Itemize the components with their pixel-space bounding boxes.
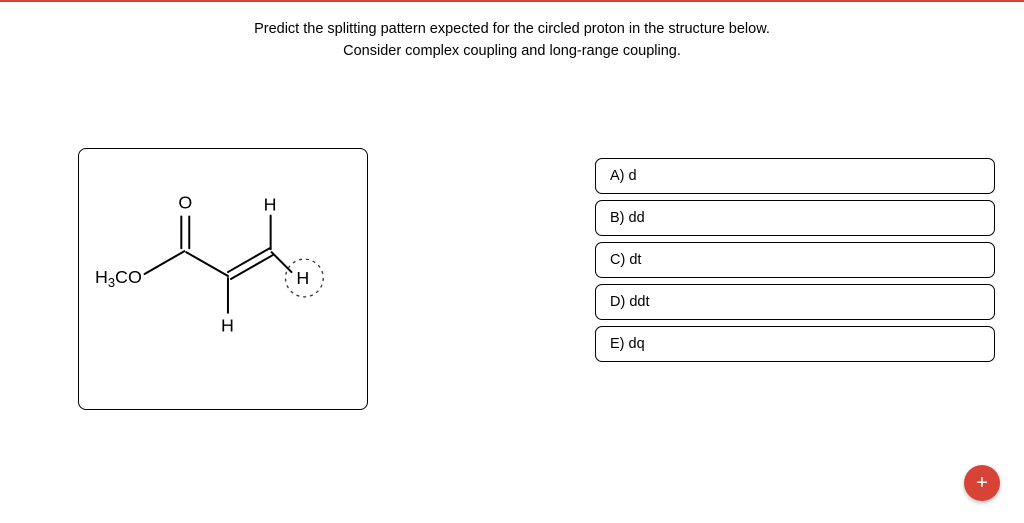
plus-icon: + [976, 472, 988, 495]
bond-c-c1 [186, 252, 228, 276]
question-line-1: Predict the splitting pattern expected f… [0, 18, 1024, 40]
label-H-bottom: H [221, 316, 234, 336]
label-H-top: H [264, 194, 277, 214]
choice-a[interactable]: A) d [595, 158, 995, 194]
label-h3co: H3CO [95, 267, 142, 290]
choice-b[interactable]: B) dd [595, 200, 995, 236]
label-O: O [178, 192, 192, 212]
choice-c[interactable]: C) dt [595, 242, 995, 278]
question-text: Predict the splitting pattern expected f… [0, 0, 1024, 63]
answer-choices: A) d B) dd C) dt D) ddt E) dq [595, 158, 995, 368]
top-accent-border [0, 0, 1024, 2]
choice-e[interactable]: E) dq [595, 326, 995, 362]
structure-panel: H3CO O H H H [78, 148, 368, 410]
molecule-diagram: H3CO O H H H [79, 149, 367, 409]
bond-oco-c [145, 251, 185, 274]
choice-d[interactable]: D) ddt [595, 284, 995, 320]
question-line-2: Consider complex coupling and long-range… [0, 40, 1024, 62]
bond-c-hcircled [272, 252, 292, 272]
add-button[interactable]: + [964, 465, 1000, 501]
label-H-circled: H [296, 268, 309, 288]
